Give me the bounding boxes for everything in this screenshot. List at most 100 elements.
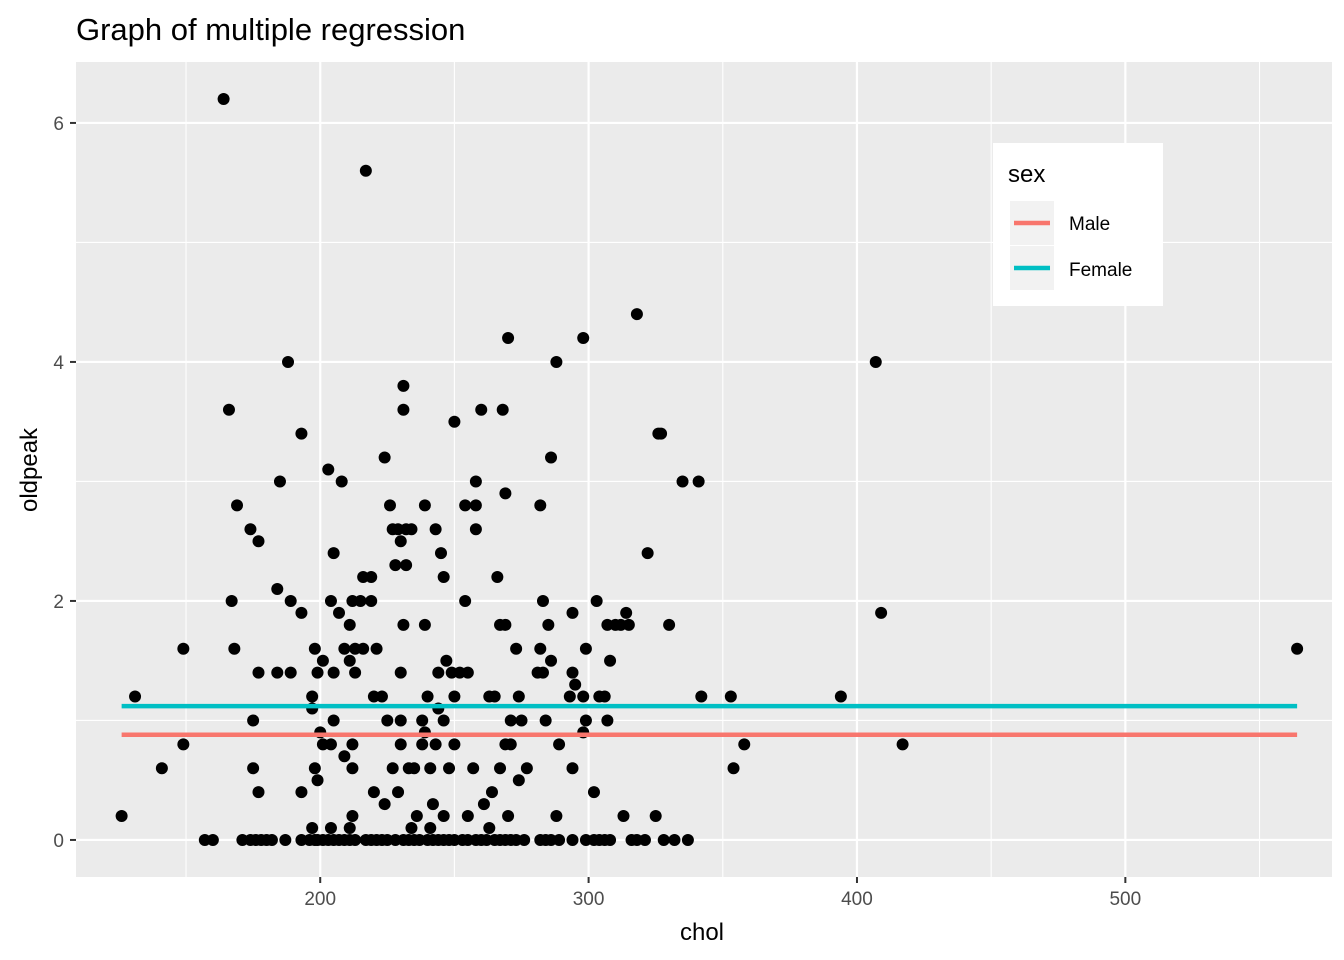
data-point [461, 810, 474, 823]
data-point [641, 547, 654, 560]
data-point [429, 738, 442, 751]
data-point [655, 427, 668, 440]
data-point [518, 833, 531, 846]
data-point [333, 606, 346, 619]
data-point [598, 690, 611, 703]
data-point [335, 475, 348, 488]
data-point [510, 642, 523, 655]
data-point [394, 738, 407, 751]
data-point [459, 499, 472, 512]
data-point [432, 666, 445, 679]
data-point [206, 833, 219, 846]
data-point [252, 666, 265, 679]
data-point [738, 738, 751, 751]
data-point [397, 379, 410, 392]
data-point [343, 618, 356, 631]
data-point [279, 833, 292, 846]
data-point [834, 690, 847, 703]
legend: sex Male Female [993, 143, 1163, 306]
data-point [324, 594, 337, 607]
data-point [252, 535, 265, 548]
data-point [485, 786, 498, 799]
data-point [499, 618, 512, 631]
data-point [467, 762, 480, 775]
data-point [1291, 642, 1304, 655]
data-point [469, 523, 482, 536]
data-point [566, 833, 579, 846]
legend-label-male: Male [1069, 214, 1110, 235]
data-point [676, 475, 689, 488]
data-point [668, 833, 681, 846]
data-point [534, 499, 547, 512]
data-point [129, 690, 142, 703]
data-point [545, 451, 558, 464]
legend-label-female: Female [1069, 260, 1132, 281]
data-point [306, 690, 319, 703]
data-point [429, 523, 442, 536]
data-point [566, 762, 579, 775]
chart-title: Graph of multiple regression [76, 12, 465, 47]
data-point [222, 403, 235, 416]
data-point [408, 762, 421, 775]
data-point [338, 642, 351, 655]
data-point [424, 762, 437, 775]
legend-title: sex [1008, 161, 1045, 188]
data-point [638, 833, 651, 846]
data-point [247, 762, 260, 775]
data-point [695, 690, 708, 703]
data-point [604, 833, 617, 846]
data-point [681, 833, 694, 846]
data-point [394, 714, 407, 727]
data-point [284, 666, 297, 679]
data-point [491, 571, 504, 584]
data-point [622, 618, 635, 631]
data-point [443, 762, 456, 775]
data-point [437, 810, 450, 823]
data-point [324, 738, 337, 751]
data-point [566, 666, 579, 679]
data-point [566, 606, 579, 619]
data-point [504, 714, 517, 727]
data-point [577, 690, 590, 703]
data-point [327, 666, 340, 679]
data-point [426, 798, 439, 811]
y-tick-label: 6 [53, 114, 64, 135]
data-point [475, 403, 488, 416]
data-point [282, 355, 295, 368]
data-point [649, 810, 662, 823]
data-point [252, 786, 265, 799]
data-point [405, 822, 418, 835]
data-point [418, 618, 431, 631]
x-tick-label: 300 [573, 889, 605, 910]
data-point [440, 654, 453, 667]
data-point [370, 642, 383, 655]
data-point [177, 738, 190, 751]
data-point [483, 822, 496, 835]
data-point [308, 642, 321, 655]
data-point [400, 559, 413, 572]
data-point [397, 618, 410, 631]
data-point [295, 606, 308, 619]
data-point [577, 332, 590, 345]
data-point [502, 810, 515, 823]
data-point [346, 810, 359, 823]
data-point [499, 487, 512, 500]
data-point [217, 93, 230, 106]
data-point [496, 403, 509, 416]
data-point [545, 654, 558, 667]
data-point [295, 427, 308, 440]
data-point [448, 690, 461, 703]
data-point [494, 762, 507, 775]
regression-lines [121, 703, 1298, 738]
data-point [424, 822, 437, 835]
data-point [536, 666, 549, 679]
y-axis-title: oldpeak [16, 427, 43, 512]
data-point [459, 594, 472, 607]
data-point [359, 164, 372, 177]
data-point [327, 714, 340, 727]
data-point [308, 762, 321, 775]
data-point [405, 523, 418, 536]
data-point [273, 475, 286, 488]
data-point [416, 738, 429, 751]
